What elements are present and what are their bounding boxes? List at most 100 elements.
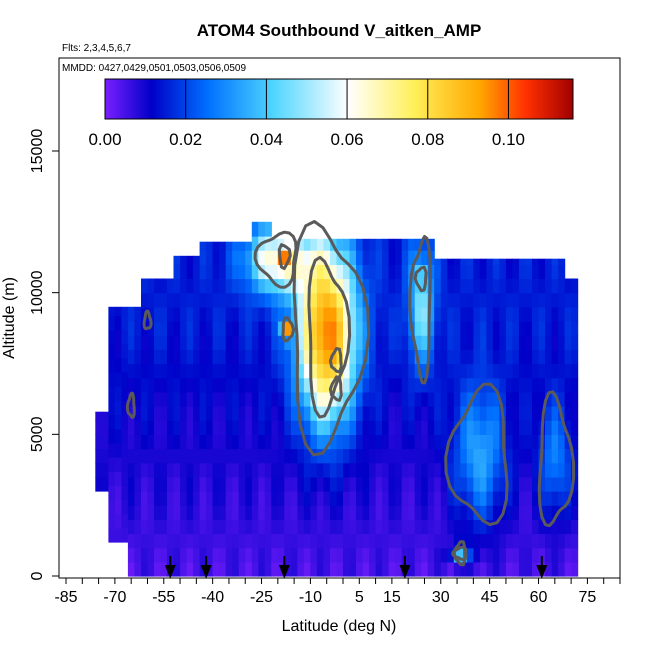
heatmap-cell bbox=[173, 561, 181, 577]
heatmap-cell bbox=[206, 377, 214, 393]
heatmap-cell bbox=[284, 377, 292, 393]
heatmap-cell bbox=[512, 278, 520, 294]
heatmap-cell bbox=[297, 462, 305, 478]
heatmap-cell bbox=[473, 476, 481, 492]
heatmap-cell bbox=[154, 420, 162, 435]
heatmap-cell bbox=[225, 306, 233, 322]
heatmap-cell bbox=[395, 505, 403, 520]
colorbar-tick-label: 0.06 bbox=[331, 130, 364, 149]
heatmap-cell bbox=[297, 519, 305, 535]
heatmap-cell bbox=[154, 519, 162, 535]
heatmap-cell bbox=[414, 561, 422, 577]
heatmap-cell bbox=[532, 420, 540, 435]
heatmap-cell bbox=[492, 406, 500, 421]
heatmap-cell bbox=[245, 519, 253, 535]
heatmap-cell bbox=[167, 533, 175, 549]
heatmap-cell bbox=[238, 519, 246, 535]
heatmap-cell bbox=[512, 547, 520, 563]
contour-line bbox=[292, 220, 371, 457]
heatmap-cell bbox=[571, 420, 579, 435]
heatmap-cell bbox=[160, 321, 168, 336]
heatmap-cell bbox=[186, 448, 194, 464]
heatmap-cell bbox=[519, 264, 527, 280]
contour-line bbox=[328, 375, 343, 402]
heatmap-cell bbox=[336, 462, 344, 478]
heatmap-cell bbox=[551, 448, 559, 464]
heatmap-cell bbox=[408, 363, 416, 379]
heatmap-cell bbox=[193, 278, 201, 294]
heatmap-cell bbox=[160, 377, 168, 393]
heatmap-cell bbox=[466, 306, 474, 322]
heatmap-cell bbox=[114, 457, 122, 472]
heatmap-cell bbox=[160, 420, 168, 435]
heatmap-cell bbox=[499, 547, 507, 563]
heatmap-cell bbox=[486, 448, 494, 464]
heatmap-cell bbox=[525, 505, 533, 520]
heatmap-cell bbox=[310, 363, 318, 379]
heatmap-cell bbox=[564, 533, 572, 549]
heatmap-cell bbox=[121, 329, 129, 345]
heatmap-cell bbox=[206, 505, 214, 520]
x-tick-label: -10 bbox=[299, 589, 322, 606]
heatmap-cell bbox=[173, 434, 181, 450]
heatmap-cell bbox=[193, 406, 201, 421]
x-tick-label: 60 bbox=[530, 589, 548, 606]
heatmap-cell bbox=[525, 462, 533, 478]
heatmap-cell bbox=[219, 406, 227, 421]
heatmap-cell bbox=[453, 505, 461, 520]
heatmap-cell bbox=[290, 561, 298, 577]
heatmap-cell bbox=[284, 349, 292, 365]
heatmap-cell bbox=[395, 533, 403, 549]
heatmap-cell bbox=[343, 505, 351, 520]
heatmap-cell bbox=[336, 519, 344, 535]
heatmap-cell bbox=[277, 462, 285, 478]
heatmap-cell bbox=[492, 391, 500, 407]
heatmap-cell bbox=[453, 278, 461, 294]
heatmap-cell bbox=[571, 533, 579, 549]
heatmap-cell bbox=[108, 513, 116, 529]
heatmap-cell bbox=[336, 238, 344, 251]
heatmap-cell bbox=[401, 363, 409, 379]
heatmap-cell bbox=[225, 533, 233, 549]
heatmap-cell bbox=[388, 491, 396, 506]
heatmap-cell bbox=[388, 519, 396, 535]
heatmap-cell bbox=[127, 363, 135, 379]
heatmap-cell bbox=[127, 505, 135, 520]
heatmap-cell bbox=[134, 321, 142, 336]
heatmap-cell bbox=[323, 462, 331, 478]
heatmap-cell bbox=[356, 533, 364, 549]
heatmap-cell bbox=[186, 321, 194, 336]
heatmap-cell bbox=[108, 343, 116, 359]
heatmap-cell bbox=[121, 414, 129, 430]
heatmap-cell bbox=[453, 561, 461, 577]
heatmap-cell bbox=[564, 363, 572, 379]
heatmap-cell bbox=[343, 363, 351, 379]
heatmap-cell bbox=[532, 476, 540, 492]
heatmap-cell bbox=[167, 448, 175, 464]
heatmap-cell bbox=[264, 236, 272, 251]
x-axis-label: Latitude (deg N) bbox=[282, 618, 397, 635]
heatmap-cell bbox=[245, 377, 253, 393]
heatmap-cell bbox=[219, 377, 227, 393]
heatmap-cell bbox=[290, 349, 298, 365]
heatmap-cell bbox=[532, 561, 540, 577]
heatmap-cell bbox=[323, 335, 331, 350]
heatmap-cell bbox=[395, 377, 403, 393]
heatmap-cell bbox=[499, 292, 507, 308]
heatmap-cell bbox=[284, 292, 292, 308]
heatmap-cell bbox=[414, 420, 422, 435]
heatmap-cell bbox=[571, 505, 579, 520]
heatmap-cell bbox=[440, 349, 448, 365]
heatmap-cell bbox=[388, 547, 396, 563]
heatmap-cell bbox=[512, 377, 520, 393]
heatmap-cell bbox=[434, 292, 442, 308]
heatmap-cell bbox=[277, 321, 285, 336]
heatmap-cell bbox=[180, 519, 188, 535]
heatmap-cell bbox=[356, 264, 364, 280]
heatmap-cell bbox=[362, 391, 370, 407]
heatmap-cell bbox=[558, 505, 566, 520]
heatmap-cell bbox=[414, 391, 422, 407]
heatmap-layer bbox=[95, 221, 579, 577]
heatmap-cell bbox=[492, 335, 500, 350]
heatmap-cell bbox=[427, 448, 435, 464]
